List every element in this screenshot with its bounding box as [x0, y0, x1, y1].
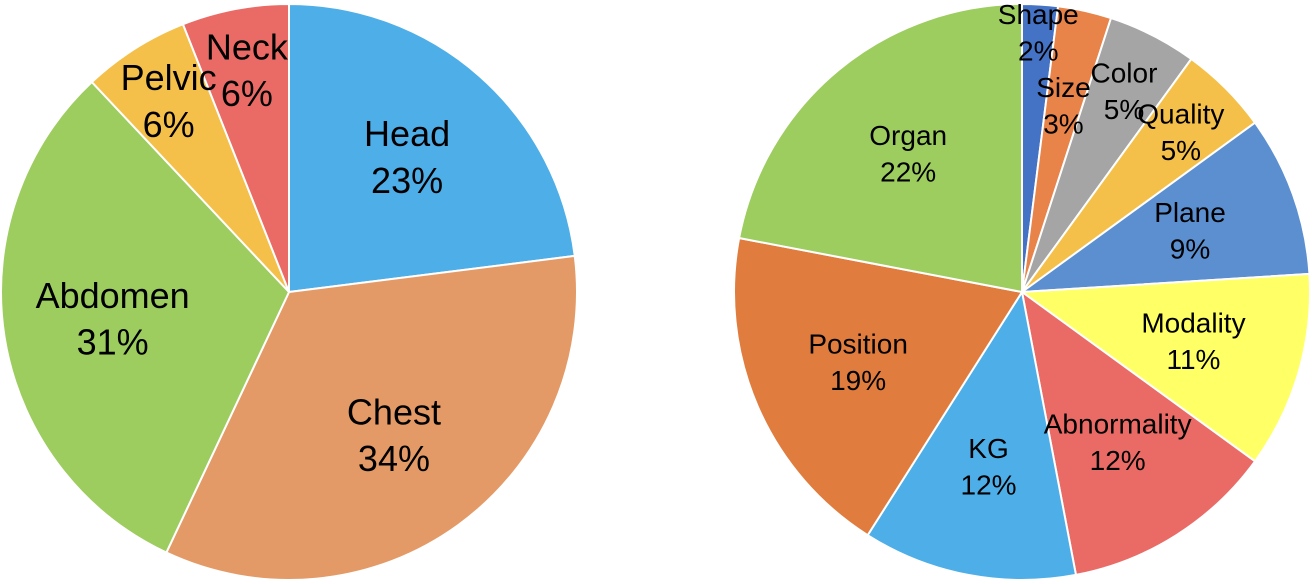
slice-label: Position [808, 329, 908, 360]
slice-label: Quality [1137, 99, 1224, 130]
slice-value-label: 5% [1161, 135, 1201, 166]
slice-value-label: 6% [143, 104, 195, 145]
pie-slice [737, 2, 1023, 294]
slice-label: Chest [347, 391, 441, 432]
slice-value-label: 9% [1170, 234, 1210, 265]
slice-value-label: 11% [1166, 344, 1220, 375]
slice-label: Color [1091, 57, 1158, 88]
slice-value-label: 5% [1104, 94, 1144, 125]
slice-label: Neck [206, 26, 289, 67]
slice-value-label: 22% [880, 156, 936, 187]
slice-value-label: 31% [77, 322, 149, 363]
slice-label: Plane [1154, 197, 1226, 228]
slice-value-label: 2% [1018, 35, 1058, 66]
pie-slice [1020, 289, 1257, 577]
pie-slice [733, 236, 1024, 537]
slice-label: KG [968, 433, 1008, 464]
slice-label: Shape [998, 0, 1079, 30]
pie-slice [165, 254, 578, 581]
slice-label: Organ [869, 120, 947, 151]
slice-label: Head [364, 113, 450, 154]
pie-slice [1018, 121, 1311, 294]
pie-slice [288, 2, 576, 294]
slice-label: Size [1036, 72, 1090, 103]
slice-value-label: 12% [961, 469, 1017, 500]
slice-label: Abnormality [1044, 408, 1192, 439]
slice-value-label: 23% [371, 160, 443, 201]
pie-slice [0, 80, 291, 554]
slice-label: Abdomen [36, 275, 190, 316]
slice-value-label: 3% [1043, 108, 1083, 139]
pie-slice [1019, 272, 1311, 463]
slice-value-label: 6% [221, 73, 273, 114]
slice-value-label: 34% [358, 438, 430, 479]
slice-value-label: 19% [830, 365, 886, 396]
slice-label: Modality [1141, 307, 1245, 338]
slice-label: Pelvic [121, 57, 217, 98]
slice-value-label: 12% [1090, 445, 1146, 476]
pie-slice [866, 289, 1078, 582]
pie-slice [181, 2, 290, 293]
